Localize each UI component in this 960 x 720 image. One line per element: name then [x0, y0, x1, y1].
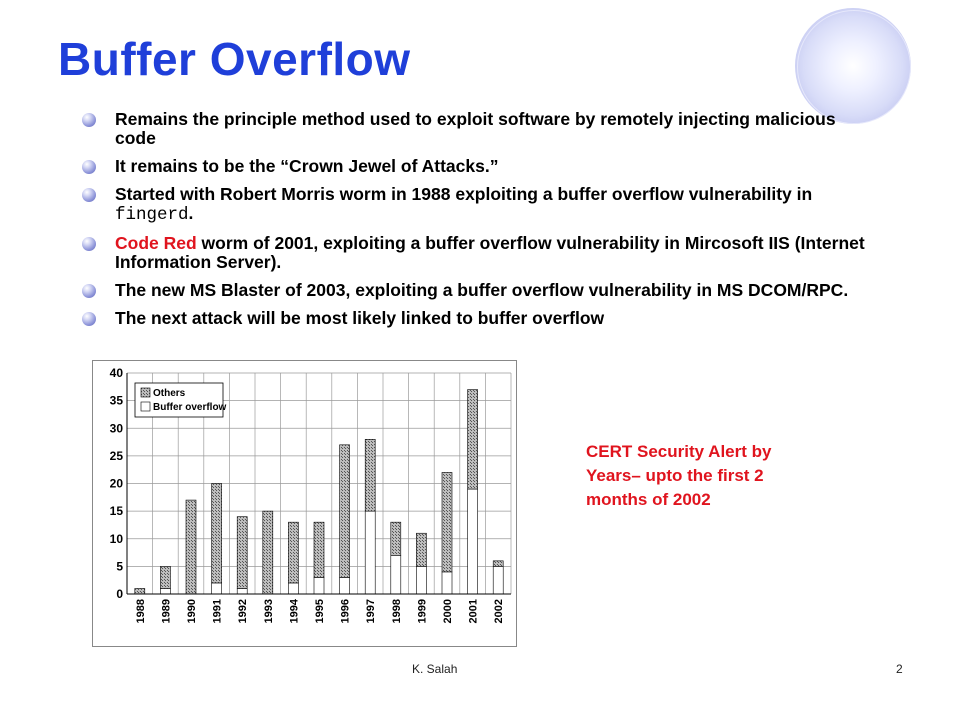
y-tick-label: 5	[116, 559, 123, 573]
bar-others	[390, 521, 402, 556]
y-tick-label: 15	[110, 504, 124, 518]
x-tick-label: 1994	[288, 598, 300, 623]
bar-buffer-overflow	[467, 488, 478, 595]
bar-others	[313, 521, 325, 578]
bar-buffer-overflow	[339, 577, 350, 595]
x-tick-label: 1992	[237, 599, 249, 623]
bar-others	[288, 521, 299, 584]
bar-buffer-overflow	[160, 588, 171, 595]
x-tick-label: 2000	[442, 599, 454, 623]
legend-swatch-buffer-overflow	[140, 401, 151, 412]
legend-label-buffer-overflow: Buffer overflow	[153, 402, 227, 413]
x-tick-label: 1993	[263, 599, 275, 623]
x-tick-label: 1988	[135, 599, 147, 623]
bar-buffer-overflow	[390, 555, 402, 595]
bar-others	[339, 444, 350, 578]
y-tick-label: 10	[110, 532, 124, 546]
bullet-item: Started with Robert Morris worm in 1988 …	[80, 185, 870, 225]
bar-buffer-overflow	[288, 582, 299, 595]
x-tick-label: 1990	[186, 599, 198, 623]
bullet-text-end: .	[188, 203, 194, 223]
bar-buffer-overflow	[364, 510, 376, 595]
bullet-text: It remains to be the “Crown Jewel of Att…	[115, 156, 499, 176]
bullet-text: The next attack will be most likely link…	[115, 308, 605, 328]
x-tick-label: 1999	[416, 599, 428, 623]
decorative-circle-ring	[797, 10, 911, 124]
x-tick-label: 1996	[340, 599, 352, 623]
bullet-item: The new MS Blaster of 2003, exploiting a…	[80, 281, 870, 300]
bar-others	[185, 499, 197, 595]
code-red-highlight: Code Red	[115, 233, 197, 253]
chart-caption: CERT Security Alert by Years– upto the f…	[586, 442, 772, 509]
bullet-text: The new MS Blaster of 2003, exploiting a…	[115, 280, 849, 300]
footer-author: K. Salah	[412, 662, 458, 676]
x-tick-label: 1989	[160, 599, 172, 623]
legend-box	[134, 382, 224, 418]
bullet-text: Remains the principle method used to exp…	[115, 109, 836, 148]
bar-others	[262, 510, 274, 595]
chart-legend: Others Buffer overflow	[134, 382, 227, 418]
bar-chart-frame: 0 5 10 15 20 25 30 35 40 1988 1989 1990 1991 1992 1993…	[92, 360, 517, 647]
x-tick-label: 1998	[391, 599, 403, 623]
slide-title: Buffer Overflow	[58, 33, 411, 85]
bar-others	[134, 588, 146, 595]
bullet-item: It remains to be the “Crown Jewel of Att…	[80, 157, 870, 176]
bullet-item: The next attack will be most likely link…	[80, 309, 870, 328]
bar-others	[416, 532, 427, 567]
y-tick-label: 25	[110, 449, 124, 463]
y-tick-label: 30	[110, 421, 124, 435]
bar-buffer-overflow	[236, 588, 248, 595]
y-tick-label: 0	[116, 587, 123, 601]
bullet-icon	[82, 284, 96, 298]
bullet-icon	[82, 113, 96, 127]
bullet-item: Code Red worm of 2001, exploiting a buff…	[80, 234, 870, 272]
bullet-list: Remains the principle method used to exp…	[80, 110, 870, 337]
bar-others	[441, 472, 453, 573]
x-tick-label: 1991	[212, 599, 224, 623]
legend-label-others: Others	[153, 388, 186, 399]
bar-buffer-overflow	[416, 566, 427, 595]
legend-swatch-others	[140, 387, 151, 398]
bar-others	[236, 516, 248, 589]
y-tick-label: 40	[110, 366, 124, 380]
bar-buffer-overflow	[313, 577, 325, 595]
code-fingerd: fingerd	[115, 205, 189, 225]
bar-others	[160, 566, 171, 589]
bar-buffer-overflow	[211, 582, 222, 595]
chart-bars	[134, 389, 504, 595]
bar-others	[211, 483, 222, 584]
bullet-icon	[82, 160, 96, 174]
x-tick-label: 1995	[314, 599, 326, 623]
y-tick-label: 35	[110, 394, 124, 408]
bullet-icon	[82, 237, 96, 251]
x-tick-label: 2001	[468, 599, 480, 623]
bullet-icon	[82, 312, 96, 326]
bullet-text: Started with Robert Morris worm in 1988 …	[115, 184, 813, 204]
x-tick-label: 1997	[365, 599, 377, 623]
stacked-bar-chart: 0 5 10 15 20 25 30 35 40 1988 1989 1990 1991 1992 1993…	[110, 366, 512, 623]
chart-axes: 0 5 10 15 20 25 30 35 40 1988 1989 1990 1991 1992 1993…	[110, 366, 511, 623]
y-tick-label: 20	[110, 477, 124, 491]
bar-buffer-overflow	[492, 566, 504, 595]
bullet-text: worm of 2001, exploiting a buffer overfl…	[115, 233, 865, 272]
bar-buffer-overflow	[441, 571, 453, 595]
bar-others	[364, 439, 376, 512]
bullet-icon	[82, 188, 96, 202]
bullet-item: Remains the principle method used to exp…	[80, 110, 870, 148]
bar-others	[492, 560, 504, 567]
x-tick-label: 2002	[493, 599, 505, 623]
page-number: 2	[896, 662, 903, 676]
bar-others	[467, 389, 478, 490]
